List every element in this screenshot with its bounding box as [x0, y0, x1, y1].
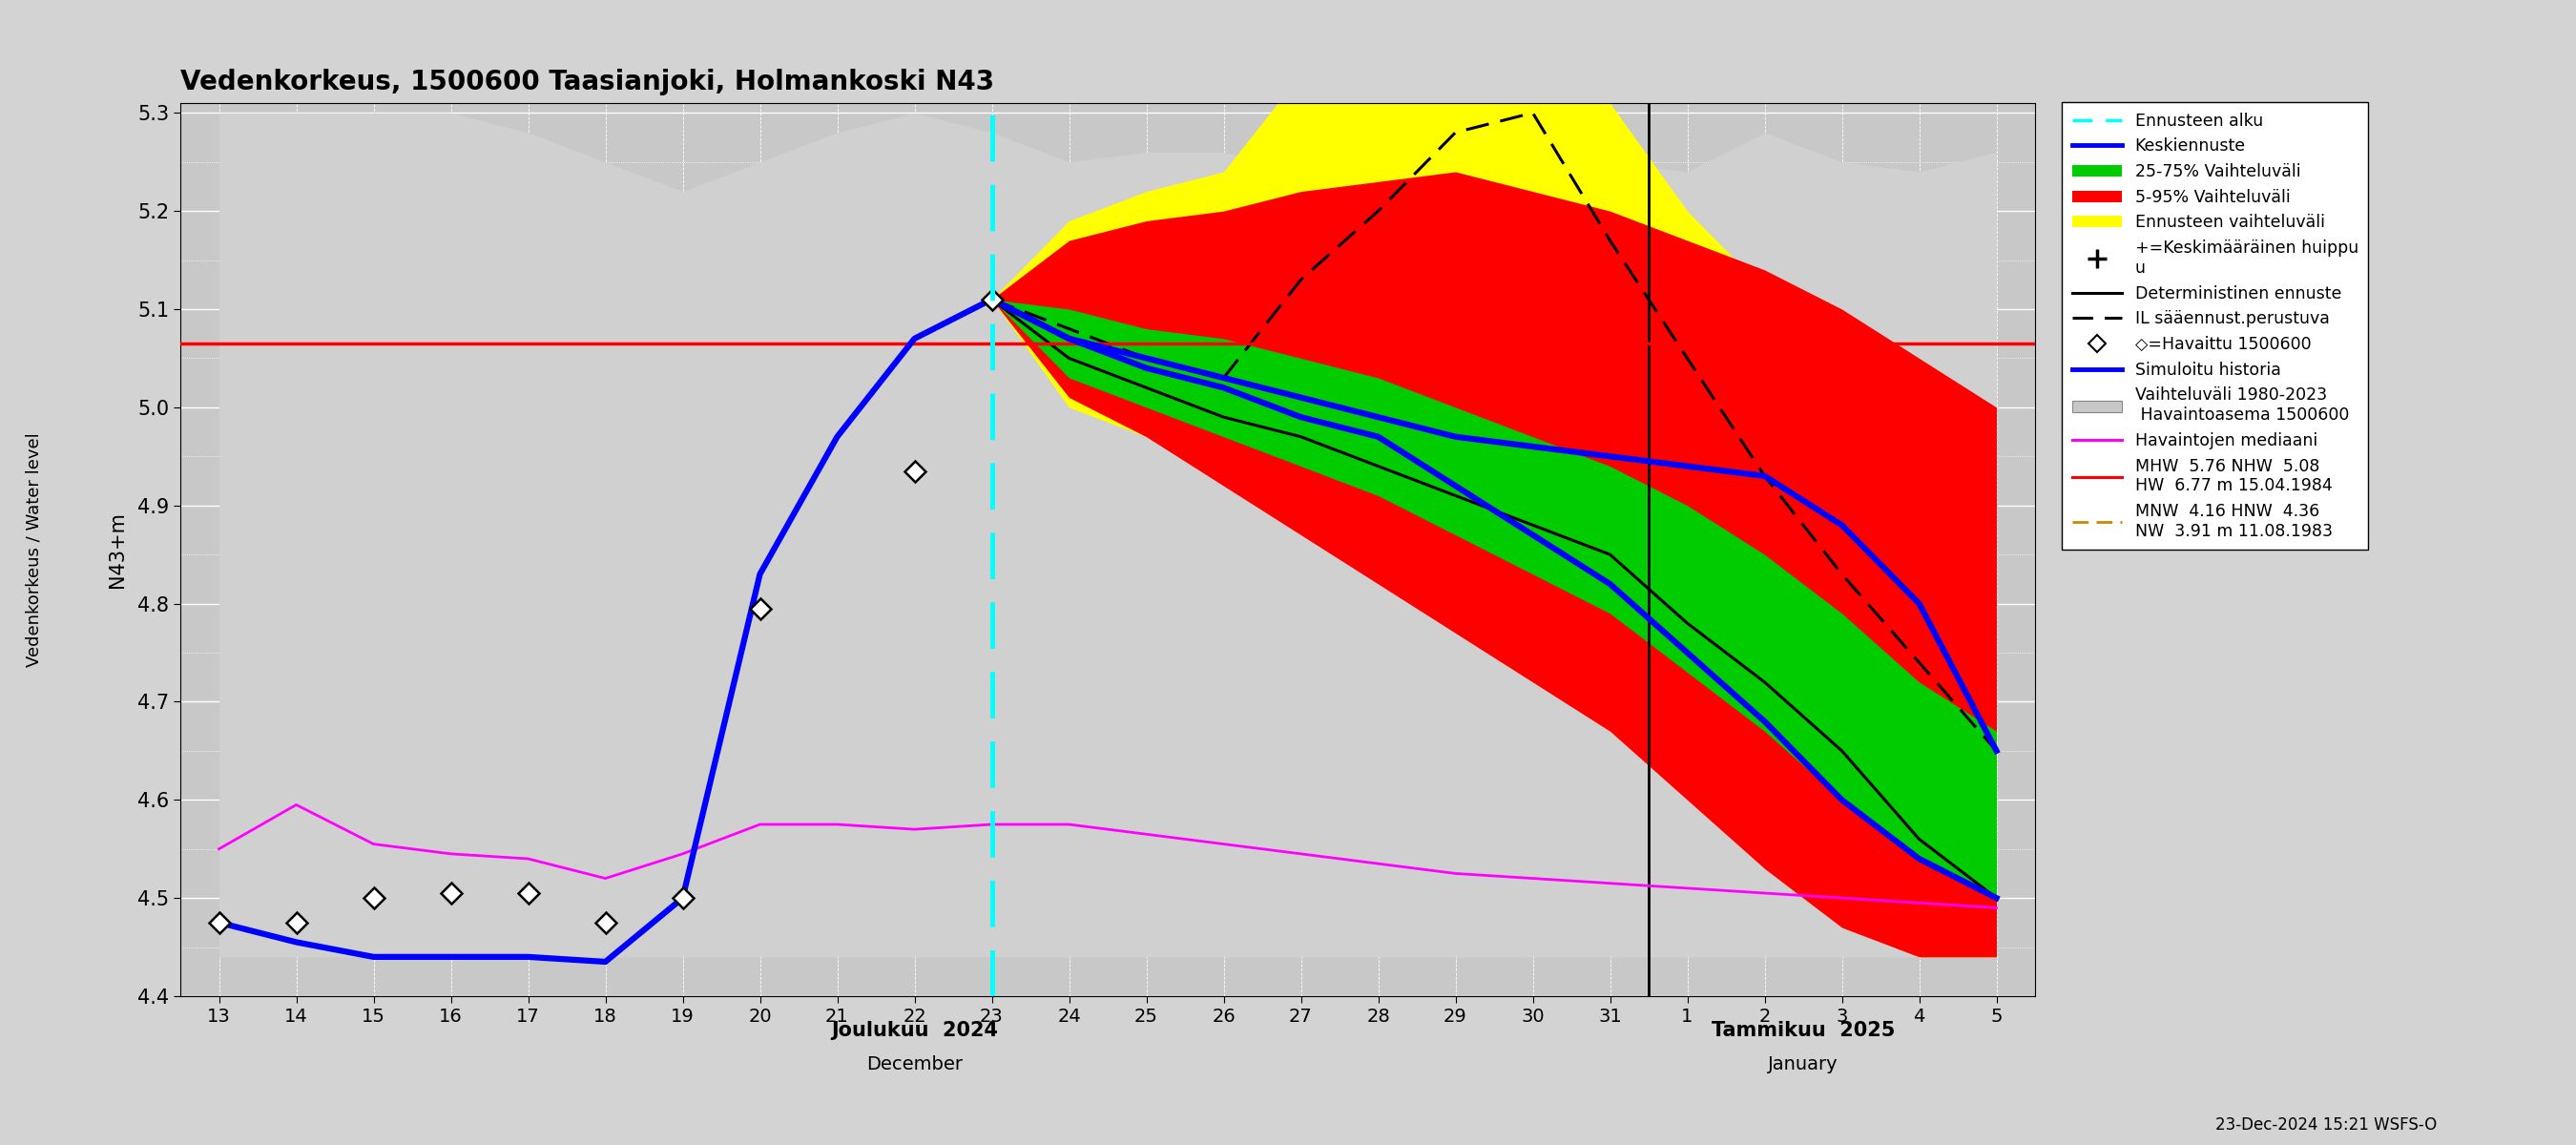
- Legend: Ennusteen alku, Keskiennuste, 25-75% Vaihteluväli, 5-95% Vaihteluväli, Ennusteen: Ennusteen alku, Keskiennuste, 25-75% Vai…: [2061, 102, 2367, 550]
- Text: 23-Dec-2024 15:21 WSFS-O: 23-Dec-2024 15:21 WSFS-O: [2215, 1116, 2437, 1134]
- Text: December: December: [866, 1055, 963, 1073]
- Text: Tammikuu  2025: Tammikuu 2025: [1710, 1020, 1896, 1040]
- Text: Vedenkorkeus / Water level: Vedenkorkeus / Water level: [26, 433, 41, 666]
- Text: Joulukuu  2024: Joulukuu 2024: [832, 1020, 997, 1040]
- Text: Vedenkorkeus, 1500600 Taasianjoki, Holmankoski N43: Vedenkorkeus, 1500600 Taasianjoki, Holma…: [180, 69, 994, 95]
- Text: January: January: [1767, 1055, 1839, 1073]
- Y-axis label: N43+m: N43+m: [108, 512, 126, 587]
